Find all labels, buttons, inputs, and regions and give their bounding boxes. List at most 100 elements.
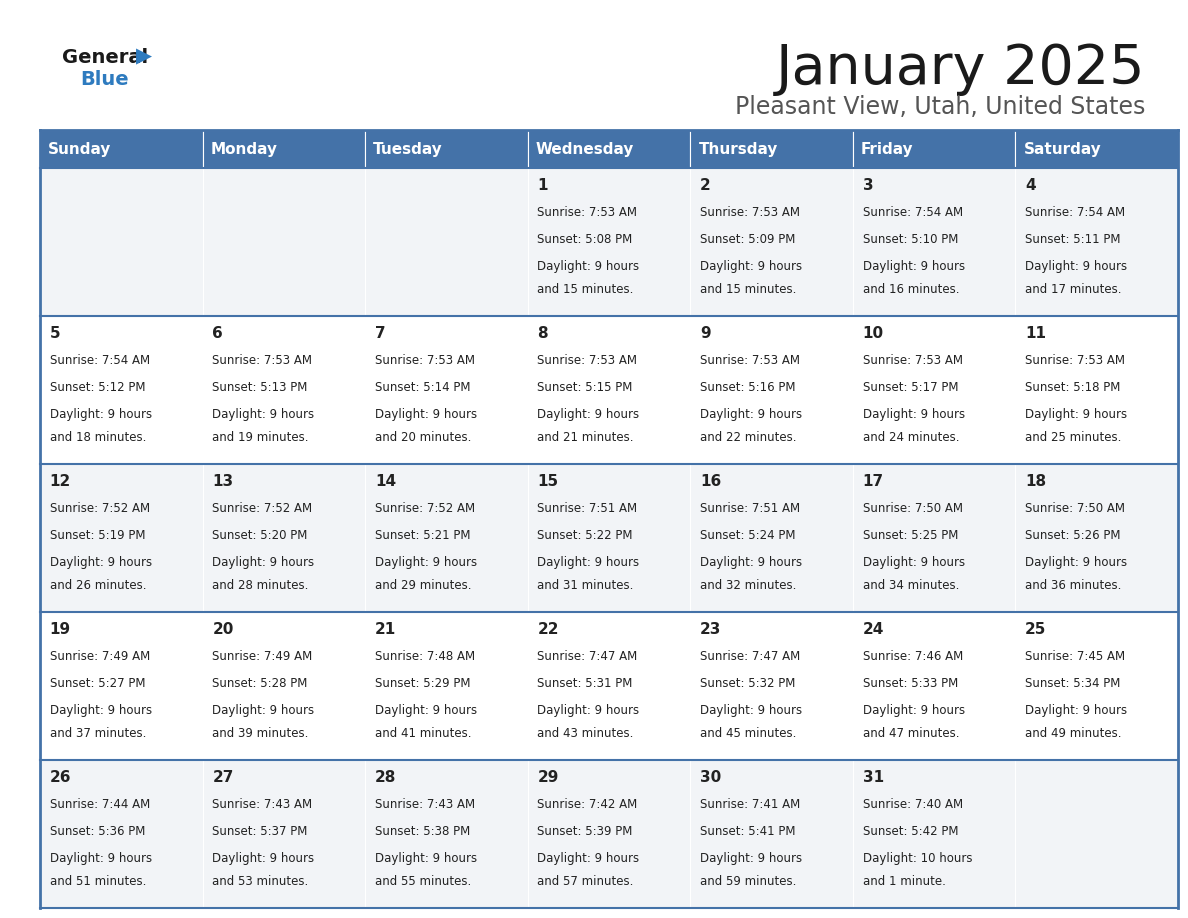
Bar: [40, 612, 203, 760]
Text: 14: 14: [375, 475, 396, 489]
Bar: [203, 130, 365, 168]
Text: Daylight: 9 hours: Daylight: 9 hours: [50, 408, 152, 420]
Bar: [690, 760, 853, 908]
Text: and 24 minutes.: and 24 minutes.: [862, 431, 959, 444]
Text: Daylight: 9 hours: Daylight: 9 hours: [537, 555, 639, 569]
Text: and 17 minutes.: and 17 minutes.: [1025, 284, 1121, 297]
Text: Sunrise: 7:41 AM: Sunrise: 7:41 AM: [700, 799, 801, 812]
Bar: [365, 464, 527, 612]
Bar: [40, 316, 203, 464]
Text: Sunset: 5:37 PM: Sunset: 5:37 PM: [213, 825, 308, 838]
Text: Sunrise: 7:47 AM: Sunrise: 7:47 AM: [537, 651, 638, 664]
Text: Sunrise: 7:53 AM: Sunrise: 7:53 AM: [537, 354, 638, 367]
Text: and 47 minutes.: and 47 minutes.: [862, 727, 959, 741]
Text: 5: 5: [50, 327, 61, 341]
Text: 6: 6: [213, 327, 223, 341]
Text: Tuesday: Tuesday: [373, 142, 443, 157]
Text: Sunset: 5:26 PM: Sunset: 5:26 PM: [1025, 529, 1120, 543]
Text: Sunrise: 7:52 AM: Sunrise: 7:52 AM: [375, 502, 475, 516]
Bar: [203, 316, 365, 464]
Text: Sunrise: 7:47 AM: Sunrise: 7:47 AM: [700, 651, 801, 664]
Text: Daylight: 9 hours: Daylight: 9 hours: [862, 704, 965, 717]
Text: 24: 24: [862, 622, 884, 637]
Text: Sunday: Sunday: [49, 142, 112, 157]
Text: 10: 10: [862, 327, 884, 341]
Text: Sunset: 5:20 PM: Sunset: 5:20 PM: [213, 529, 308, 543]
Bar: [1016, 168, 1178, 316]
Bar: [1016, 760, 1178, 908]
Text: Daylight: 9 hours: Daylight: 9 hours: [375, 555, 478, 569]
Text: Daylight: 9 hours: Daylight: 9 hours: [862, 260, 965, 273]
Text: Daylight: 9 hours: Daylight: 9 hours: [700, 408, 802, 420]
Text: and 15 minutes.: and 15 minutes.: [700, 284, 796, 297]
Text: and 41 minutes.: and 41 minutes.: [375, 727, 472, 741]
Text: Daylight: 9 hours: Daylight: 9 hours: [537, 408, 639, 420]
Bar: [690, 168, 853, 316]
Text: 3: 3: [862, 178, 873, 194]
Bar: [40, 760, 203, 908]
Text: and 55 minutes.: and 55 minutes.: [375, 876, 472, 889]
Text: Daylight: 9 hours: Daylight: 9 hours: [862, 555, 965, 569]
Text: 8: 8: [537, 327, 548, 341]
Text: Sunset: 5:29 PM: Sunset: 5:29 PM: [375, 677, 470, 690]
Text: 9: 9: [700, 327, 710, 341]
Text: Sunset: 5:42 PM: Sunset: 5:42 PM: [862, 825, 958, 838]
Text: Sunrise: 7:53 AM: Sunrise: 7:53 AM: [375, 354, 475, 367]
Text: Sunrise: 7:53 AM: Sunrise: 7:53 AM: [700, 354, 800, 367]
Bar: [203, 760, 365, 908]
Text: Sunrise: 7:53 AM: Sunrise: 7:53 AM: [862, 354, 962, 367]
Text: Saturday: Saturday: [1024, 142, 1101, 157]
Bar: [853, 612, 1016, 760]
Text: Daylight: 9 hours: Daylight: 9 hours: [700, 852, 802, 865]
Text: Thursday: Thursday: [699, 142, 778, 157]
Text: Sunset: 5:19 PM: Sunset: 5:19 PM: [50, 529, 145, 543]
Text: Sunset: 5:16 PM: Sunset: 5:16 PM: [700, 381, 796, 394]
Bar: [40, 464, 203, 612]
Text: Blue: Blue: [80, 70, 128, 89]
Text: and 51 minutes.: and 51 minutes.: [50, 876, 146, 889]
Bar: [365, 130, 527, 168]
Text: Sunset: 5:13 PM: Sunset: 5:13 PM: [213, 381, 308, 394]
Bar: [1016, 316, 1178, 464]
Text: and 45 minutes.: and 45 minutes.: [700, 727, 796, 741]
Bar: [1016, 612, 1178, 760]
Text: Sunrise: 7:50 AM: Sunrise: 7:50 AM: [1025, 502, 1125, 516]
Text: Sunset: 5:17 PM: Sunset: 5:17 PM: [862, 381, 958, 394]
Text: and 36 minutes.: and 36 minutes.: [1025, 579, 1121, 592]
Text: Sunset: 5:18 PM: Sunset: 5:18 PM: [1025, 381, 1120, 394]
Bar: [365, 316, 527, 464]
Text: and 1 minute.: and 1 minute.: [862, 876, 946, 889]
Bar: [203, 612, 365, 760]
Text: 23: 23: [700, 622, 721, 637]
Text: Monday: Monday: [210, 142, 278, 157]
Text: Sunrise: 7:40 AM: Sunrise: 7:40 AM: [862, 799, 962, 812]
Bar: [365, 612, 527, 760]
Text: Daylight: 9 hours: Daylight: 9 hours: [1025, 704, 1127, 717]
Bar: [690, 612, 853, 760]
Text: and 22 minutes.: and 22 minutes.: [700, 431, 796, 444]
Text: 1: 1: [537, 178, 548, 194]
Text: Sunrise: 7:50 AM: Sunrise: 7:50 AM: [862, 502, 962, 516]
Text: Sunset: 5:31 PM: Sunset: 5:31 PM: [537, 677, 633, 690]
Text: 2: 2: [700, 178, 710, 194]
Text: Sunset: 5:41 PM: Sunset: 5:41 PM: [700, 825, 796, 838]
Text: Daylight: 9 hours: Daylight: 9 hours: [375, 704, 478, 717]
Bar: [1016, 464, 1178, 612]
Text: 22: 22: [537, 622, 560, 637]
Text: Daylight: 9 hours: Daylight: 9 hours: [537, 704, 639, 717]
Text: January 2025: January 2025: [776, 42, 1145, 96]
Text: Sunset: 5:22 PM: Sunset: 5:22 PM: [537, 529, 633, 543]
Text: Sunset: 5:11 PM: Sunset: 5:11 PM: [1025, 233, 1120, 246]
Text: Sunrise: 7:43 AM: Sunrise: 7:43 AM: [375, 799, 475, 812]
Text: Daylight: 9 hours: Daylight: 9 hours: [50, 852, 152, 865]
Text: and 28 minutes.: and 28 minutes.: [213, 579, 309, 592]
Text: Daylight: 9 hours: Daylight: 9 hours: [213, 555, 315, 569]
Bar: [203, 464, 365, 612]
Text: Sunrise: 7:43 AM: Sunrise: 7:43 AM: [213, 799, 312, 812]
Text: and 20 minutes.: and 20 minutes.: [375, 431, 472, 444]
Text: Sunrise: 7:53 AM: Sunrise: 7:53 AM: [537, 207, 638, 219]
Bar: [853, 316, 1016, 464]
Text: 21: 21: [375, 622, 396, 637]
Bar: [690, 464, 853, 612]
Text: and 32 minutes.: and 32 minutes.: [700, 579, 796, 592]
